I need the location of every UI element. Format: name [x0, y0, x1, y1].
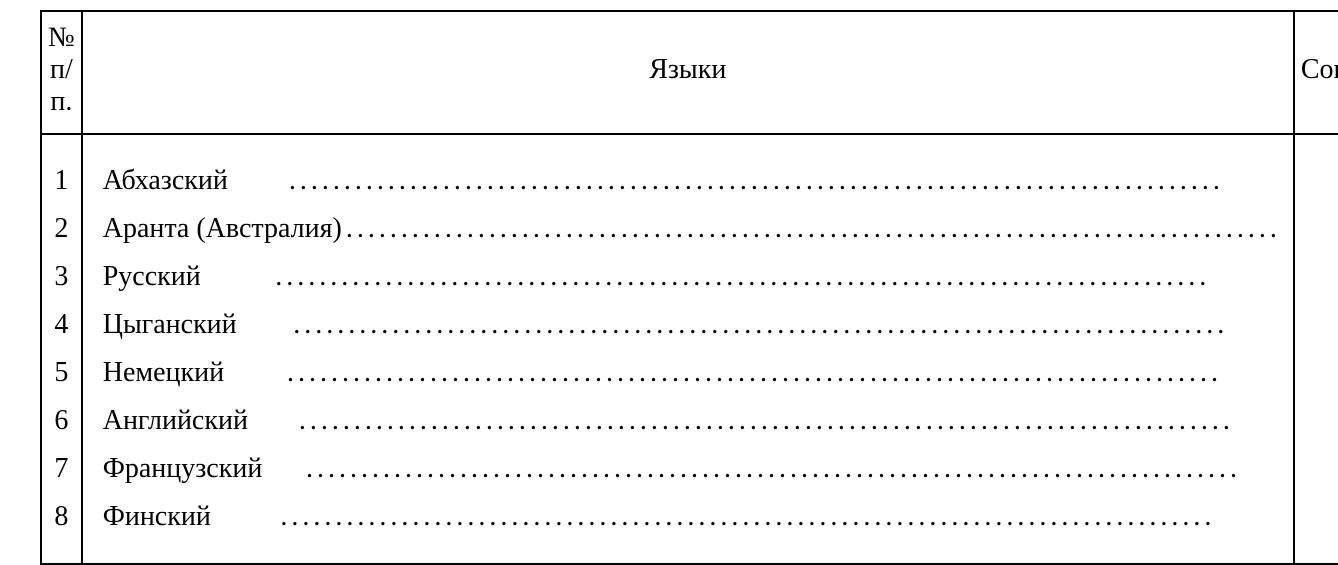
cell-num: 4	[41, 301, 82, 349]
cell-lang: Английский	[82, 397, 1294, 445]
lang-label: Аранта (Австралия)	[103, 205, 342, 253]
leader-dots	[248, 397, 1281, 445]
cell-lang: Цыганский	[82, 301, 1294, 349]
cell-consonants: 34	[1294, 253, 1338, 301]
cell-consonants: 18	[1294, 349, 1338, 397]
lang-label: Русский	[103, 253, 201, 301]
leader-dots	[211, 493, 1281, 541]
leader-dots	[228, 157, 1281, 205]
col-header-consonants: Согласные	[1294, 11, 1338, 134]
cell-lang: Русский	[82, 253, 1294, 301]
cell-consonants: 24	[1294, 397, 1338, 445]
cell-lang: Абхазский	[82, 157, 1294, 205]
cell-num: 6	[41, 397, 82, 445]
col-header-num-line1: №	[48, 22, 75, 53]
lang-label: Английский	[103, 397, 248, 445]
cell-consonants: 14	[1294, 493, 1338, 541]
table-row: 4 Цыганский 37 5 — 42	[41, 301, 1338, 349]
table-row: 8 Финский 14 16 — 30	[41, 493, 1338, 541]
lang-label: Абхазский	[103, 157, 228, 205]
cell-num: 8	[41, 493, 82, 541]
cell-num: 5	[41, 349, 82, 397]
col-header-lang: Языки	[82, 11, 1294, 134]
cell-num: 3	[41, 253, 82, 301]
lang-label: Цыганский	[103, 301, 237, 349]
lang-label: Французский	[103, 445, 263, 493]
cell-num: 7	[41, 445, 82, 493]
cell-consonants: 10	[1294, 205, 1338, 253]
cell-lang: Аранта (Австралия)	[82, 205, 1294, 253]
leader-dots	[224, 349, 1281, 397]
table-row: 7 Французский 17 18 — 35	[41, 445, 1338, 493]
lang-label: Немецкий	[103, 349, 224, 397]
leader-dots	[201, 253, 1281, 301]
cell-consonants: 37	[1294, 301, 1338, 349]
col-header-lang-label: Языки	[649, 54, 726, 85]
table-row: 6 Английский 24 13 3 40	[41, 397, 1338, 445]
table-row: 3 Русский 34 5 — 39	[41, 253, 1338, 301]
cell-consonants: 68	[1294, 157, 1338, 205]
page: № п/п. Языки Согласные Гласные Дифтонги …	[0, 0, 1338, 530]
cell-consonants: 17	[1294, 445, 1338, 493]
cell-num: 2	[41, 205, 82, 253]
cell-lang: Немецкий	[82, 349, 1294, 397]
col-header-num: № п/п.	[41, 11, 82, 134]
table-row: 5 Немецкий 18 15 3 36	[41, 349, 1338, 397]
cell-lang: Французский	[82, 445, 1294, 493]
col-header-consonants-label: Согласные	[1301, 54, 1338, 85]
cell-num: 1	[41, 157, 82, 205]
phoneme-table: № п/п. Языки Согласные Гласные Дифтонги …	[40, 10, 1338, 565]
leader-dots	[262, 445, 1281, 493]
leader-dots	[237, 301, 1281, 349]
cell-lang: Финский	[82, 493, 1294, 541]
leader-dots	[342, 205, 1281, 253]
table-row: 2 Аранта (Австралия) 10 3 — 13	[41, 205, 1338, 253]
table-header: № п/п. Языки Согласные Гласные Дифтонги …	[41, 11, 1338, 134]
col-header-num-line2: п/п.	[50, 54, 73, 117]
table-row: 1 Абхазский 68 3 — 71	[41, 157, 1338, 205]
lang-label: Финский	[103, 493, 211, 541]
table-body: 1 Абхазский 68 3 — 71 2 Аранта (Австрали…	[41, 134, 1338, 564]
